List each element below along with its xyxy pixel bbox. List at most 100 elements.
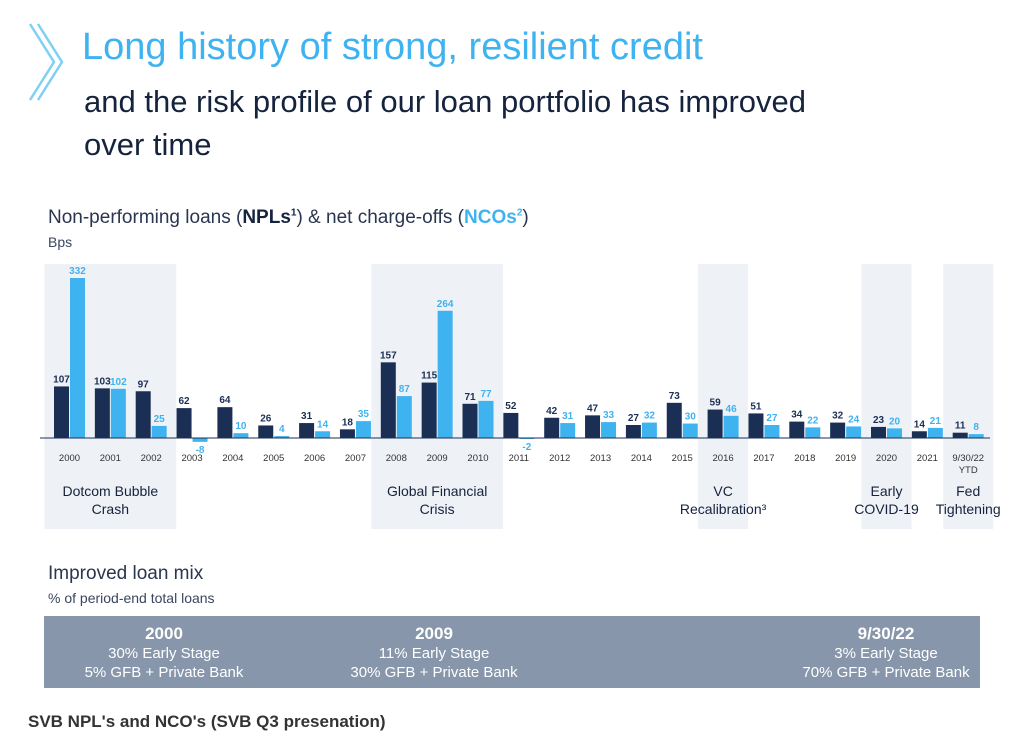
npl-value-label: 23 bbox=[873, 415, 885, 426]
nco-value-label: 87 bbox=[399, 384, 411, 395]
nco-value-label: 35 bbox=[358, 409, 370, 420]
npl-value-label: 14 bbox=[914, 419, 926, 430]
loan-mix-year: 9/30/22 bbox=[857, 624, 915, 643]
npl-bar bbox=[625, 424, 641, 438]
nco-value-label: 22 bbox=[807, 415, 819, 426]
nco-value-label: -8 bbox=[196, 445, 205, 456]
x-tick-label: 2021 bbox=[917, 453, 938, 464]
loan-mix-col-2009: 2009 11% Early Stage 30% GFB + Private B… bbox=[314, 624, 554, 682]
nco-bar bbox=[437, 310, 453, 438]
npl-value-label: 59 bbox=[710, 398, 722, 409]
npl-bar bbox=[135, 391, 151, 438]
x-tick-label: 9/30/22 bbox=[952, 453, 984, 464]
x-tick-label: 2011 bbox=[509, 453, 529, 464]
npl-footnote: 1 bbox=[290, 207, 297, 219]
image-caption: SVB NPL's and NCO's (SVB Q3 presenation) bbox=[28, 712, 386, 731]
nco-bar bbox=[682, 423, 698, 438]
nco-bar bbox=[110, 388, 126, 438]
x-tick-label: 2000 bbox=[59, 453, 80, 464]
nco-bar bbox=[846, 426, 862, 438]
loan-mix-gfb: 5% GFB + Private Bank bbox=[84, 664, 244, 681]
npl-value-label: 103 bbox=[94, 376, 111, 387]
npl-value-label: 42 bbox=[546, 406, 558, 417]
loan-mix-bar: 2000 30% Early Stage 5% GFB + Private Ba… bbox=[44, 616, 980, 688]
nco-value-label: 33 bbox=[603, 410, 615, 421]
x-tick-label: 2014 bbox=[631, 453, 652, 464]
highlight-region bbox=[861, 264, 912, 529]
loan-mix-early-stage: 11% Early Stage bbox=[378, 645, 490, 662]
nco-bar bbox=[641, 422, 657, 438]
x-tick-label: 2005 bbox=[263, 453, 284, 464]
period-label: Fed bbox=[956, 483, 980, 499]
loan-mix-title: Improved loan mix bbox=[48, 563, 204, 584]
npl-bar bbox=[176, 408, 192, 438]
nco-bar bbox=[927, 427, 943, 438]
nco-bar bbox=[601, 422, 617, 438]
chart-heading: Non-performing loans (NPLs1) & net charg… bbox=[48, 207, 529, 229]
nco-value-label: 21 bbox=[930, 416, 942, 427]
npl-value-label: 31 bbox=[301, 411, 313, 422]
x-tick-label: 2002 bbox=[141, 453, 162, 464]
nco-bar bbox=[355, 421, 371, 438]
npl-value-label: 34 bbox=[791, 410, 803, 421]
npl-value-label: 71 bbox=[464, 392, 476, 403]
x-tick-label: 2015 bbox=[672, 453, 693, 464]
npl-value-label: 11 bbox=[955, 421, 966, 432]
period-label: Recalibration³ bbox=[680, 501, 767, 517]
loan-mix-early-stage: 30% Early Stage bbox=[108, 645, 220, 662]
nco-value-label: 77 bbox=[480, 389, 492, 400]
x-tick-label: 2006 bbox=[304, 453, 325, 464]
npl-bar bbox=[544, 417, 560, 438]
npl-value-label: 51 bbox=[750, 401, 762, 412]
page-subtitle: and the risk profile of our loan portfol… bbox=[84, 84, 807, 162]
period-label: Dotcom Bubble bbox=[62, 483, 158, 499]
npl-bar bbox=[339, 429, 355, 438]
chart-unit-label: Bps bbox=[48, 234, 73, 250]
loan-mix-year: 2009 bbox=[415, 624, 453, 643]
nco-bar bbox=[274, 436, 290, 438]
npl-value-label: 32 bbox=[832, 411, 844, 422]
period-label: Early bbox=[871, 483, 903, 499]
x-tick-label: 2016 bbox=[713, 453, 734, 464]
nco-value-label: 332 bbox=[69, 266, 86, 277]
npl-bar bbox=[585, 415, 601, 438]
npl-bar bbox=[952, 432, 968, 438]
x-tick-label: 2003 bbox=[181, 453, 202, 464]
npl-bar bbox=[911, 431, 927, 438]
period-label: Tightening bbox=[936, 501, 1001, 517]
npl-bar bbox=[258, 425, 274, 438]
npl-bar bbox=[830, 422, 846, 438]
npl-bar bbox=[380, 362, 396, 438]
nco-bar bbox=[233, 433, 249, 438]
npl-bar bbox=[871, 426, 886, 438]
period-label: VC bbox=[713, 483, 732, 499]
nco-bar bbox=[315, 431, 331, 438]
x-tick-label: 2010 bbox=[467, 453, 488, 464]
x-tick-label: 2009 bbox=[427, 453, 448, 464]
npl-value-label: 107 bbox=[53, 374, 70, 385]
nco-value-label: 102 bbox=[110, 377, 127, 388]
period-label: COVID-19 bbox=[854, 501, 919, 517]
npl-value-label: 62 bbox=[178, 396, 190, 407]
npl-bar bbox=[462, 403, 478, 438]
nco-value-label: 30 bbox=[685, 412, 697, 423]
chart-heading-suffix: ) bbox=[522, 207, 529, 228]
nco-bar bbox=[723, 415, 739, 438]
nco-bar bbox=[396, 396, 412, 438]
highlight-region bbox=[698, 264, 749, 529]
npl-label: NPLs bbox=[242, 207, 291, 228]
npl-bar bbox=[54, 386, 69, 438]
chart-heading-prefix: Non-performing loans ( bbox=[48, 207, 243, 228]
nco-bar bbox=[192, 438, 208, 442]
nco-value-label: 46 bbox=[726, 404, 738, 415]
nco-value-label: 27 bbox=[766, 413, 778, 424]
npl-value-label: 47 bbox=[587, 403, 599, 414]
npl-bar bbox=[421, 382, 437, 438]
nco-value-label: 14 bbox=[317, 419, 329, 430]
nco-value-label: 25 bbox=[154, 414, 166, 425]
loan-mix-early-stage: 3% Early Stage bbox=[834, 645, 938, 662]
nco-value-label: 32 bbox=[644, 411, 656, 422]
npl-value-label: 52 bbox=[505, 401, 517, 412]
x-tick-label: 2019 bbox=[835, 453, 856, 464]
